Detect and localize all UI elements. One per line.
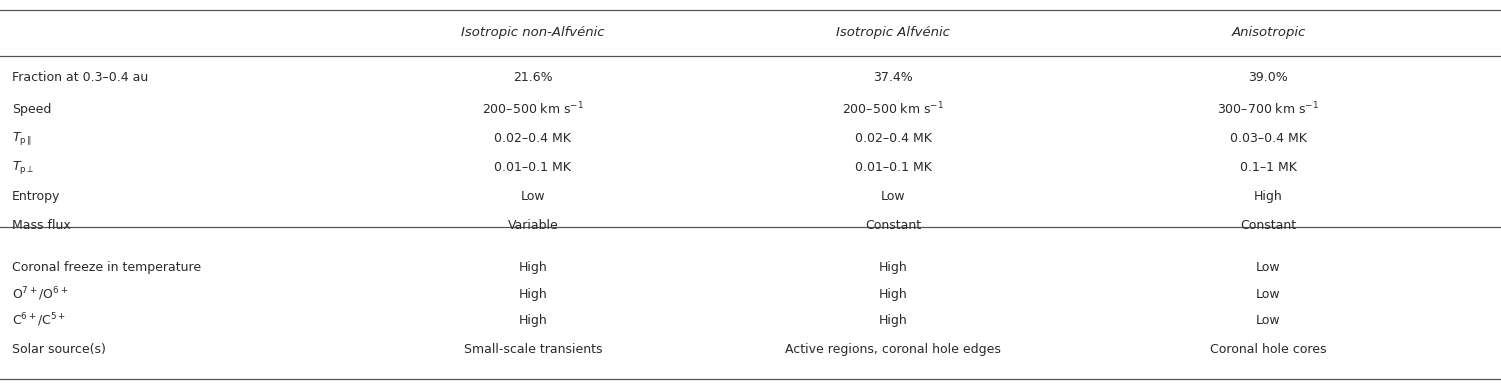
Text: Entropy: Entropy <box>12 190 60 203</box>
Text: 0.1–1 MK: 0.1–1 MK <box>1240 161 1297 174</box>
Text: Low: Low <box>521 190 545 203</box>
Text: Isotropic non-Alfvénic: Isotropic non-Alfvénic <box>461 26 605 40</box>
Text: 0.03–0.4 MK: 0.03–0.4 MK <box>1229 132 1307 145</box>
Text: 0.01–0.1 MK: 0.01–0.1 MK <box>494 161 572 174</box>
Text: Coronal freeze in temperature: Coronal freeze in temperature <box>12 261 201 274</box>
Text: High: High <box>518 314 548 327</box>
Text: Constant: Constant <box>865 219 922 232</box>
Text: High: High <box>518 288 548 301</box>
Text: 37.4%: 37.4% <box>874 71 913 84</box>
Text: 39.0%: 39.0% <box>1249 71 1288 84</box>
Text: Speed: Speed <box>12 103 51 116</box>
Text: Active regions, coronal hole edges: Active regions, coronal hole edges <box>785 343 1001 357</box>
Text: 300–700 km s$^{-1}$: 300–700 km s$^{-1}$ <box>1217 101 1319 118</box>
Text: Constant: Constant <box>1240 219 1297 232</box>
Text: $T_\mathregular{p\parallel}$: $T_\mathregular{p\parallel}$ <box>12 130 32 147</box>
Text: Low: Low <box>1256 288 1280 301</box>
Text: Low: Low <box>1256 261 1280 274</box>
Text: O$^{7+}$/O$^{6+}$: O$^{7+}$/O$^{6+}$ <box>12 285 69 303</box>
Text: 21.6%: 21.6% <box>513 71 552 84</box>
Text: High: High <box>878 288 908 301</box>
Text: High: High <box>878 261 908 274</box>
Text: Anisotropic: Anisotropic <box>1231 26 1306 40</box>
Text: Low: Low <box>1256 314 1280 327</box>
Text: High: High <box>518 261 548 274</box>
Text: 0.01–0.1 MK: 0.01–0.1 MK <box>854 161 932 174</box>
Text: C$^{6+}$/C$^{5+}$: C$^{6+}$/C$^{5+}$ <box>12 312 66 329</box>
Text: High: High <box>1253 190 1283 203</box>
Text: 0.02–0.4 MK: 0.02–0.4 MK <box>854 132 932 145</box>
Text: Isotropic Alfvénic: Isotropic Alfvénic <box>836 26 950 40</box>
Text: Coronal hole cores: Coronal hole cores <box>1210 343 1327 357</box>
Text: Mass flux: Mass flux <box>12 219 71 232</box>
Text: 0.02–0.4 MK: 0.02–0.4 MK <box>494 132 572 145</box>
Text: Solar source(s): Solar source(s) <box>12 343 107 357</box>
Text: 200–500 km s$^{-1}$: 200–500 km s$^{-1}$ <box>842 101 944 118</box>
Text: Variable: Variable <box>507 219 558 232</box>
Text: Small-scale transients: Small-scale transients <box>464 343 602 357</box>
Text: Fraction at 0.3–0.4 au: Fraction at 0.3–0.4 au <box>12 71 149 84</box>
Text: $T_\mathregular{p\perp}$: $T_\mathregular{p\perp}$ <box>12 159 35 176</box>
Text: 200–500 km s$^{-1}$: 200–500 km s$^{-1}$ <box>482 101 584 118</box>
Text: High: High <box>878 314 908 327</box>
Text: Low: Low <box>881 190 905 203</box>
